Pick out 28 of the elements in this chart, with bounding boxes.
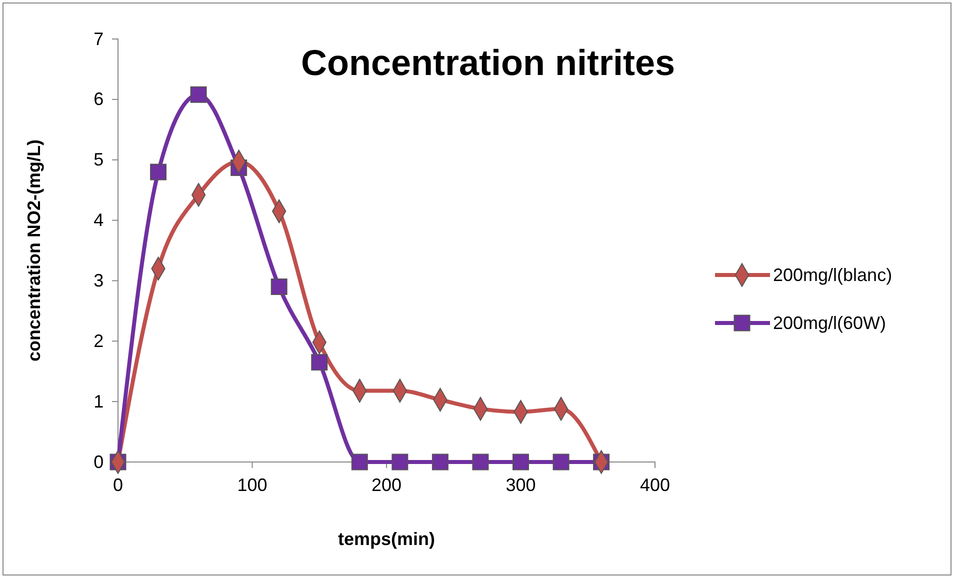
point: [311, 354, 328, 371]
point: [432, 454, 448, 470]
point: [472, 454, 489, 470]
y-tick-label: 3: [94, 270, 104, 290]
point: [512, 454, 529, 470]
x-tick-label: 100: [237, 474, 268, 495]
y-tick-label: 0: [94, 452, 104, 472]
point: [190, 86, 207, 103]
x-tick-label: 0: [112, 474, 124, 495]
y-axis-title: concentration NO2-(mg/L): [24, 139, 44, 362]
y-tick-label: 2: [94, 330, 104, 351]
x-axis-title: temps(min): [338, 529, 436, 549]
y-tick-label: 5: [94, 150, 104, 170]
point: [552, 454, 570, 470]
y-tick-label: 6: [94, 89, 104, 110]
x-tick-label: 400: [640, 474, 670, 495]
y-tick-label: 1: [94, 391, 104, 412]
point: [392, 454, 408, 470]
y-tick-label: 7: [94, 28, 104, 49]
y-tick-label: 4: [94, 210, 104, 230]
x-tick-label: 300: [506, 474, 536, 495]
chart-title: Concentration nitrites: [300, 42, 676, 83]
point: [351, 454, 368, 470]
legend-label: 200mg/l(blanc): [773, 265, 892, 285]
point: [270, 278, 288, 296]
legend-label: 200mg/l(60W): [773, 313, 886, 333]
x-tick-label: 200: [371, 474, 402, 495]
point: [150, 164, 167, 180]
